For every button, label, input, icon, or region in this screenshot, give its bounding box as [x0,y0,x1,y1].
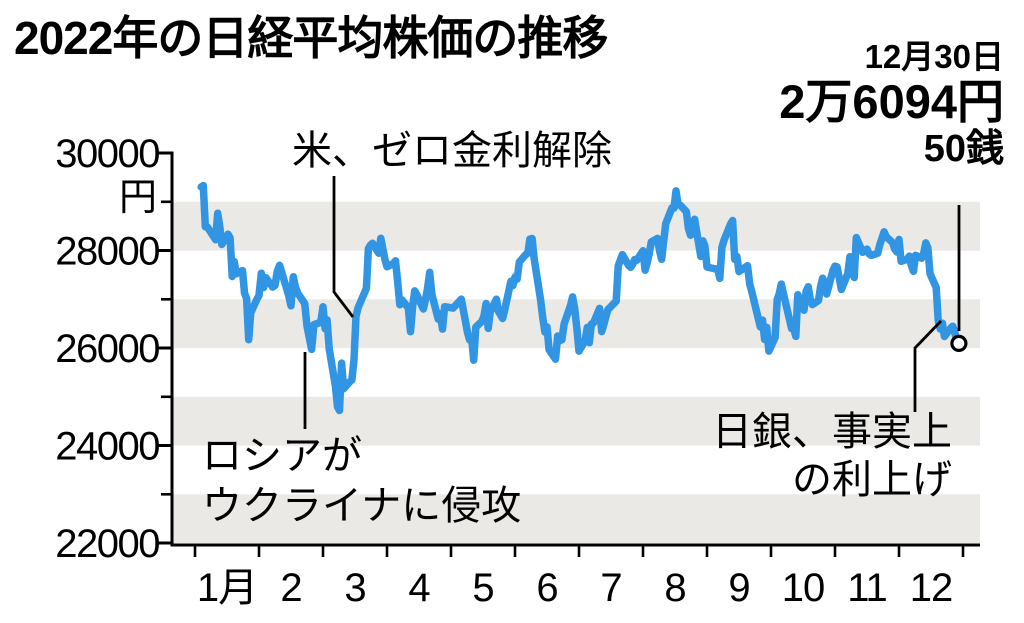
stripe-band [172,201,980,251]
stripe-band [172,396,980,446]
leader-line-boj [913,320,943,412]
x-axis-month-label: 2 [280,566,301,610]
callout-price: 2万6094円 [779,74,1004,128]
x-axis-month-label: 9 [728,566,749,610]
y-axis-label: 22000 [55,522,159,566]
price-line [197,181,963,415]
leader-line-zero_rate [332,176,355,318]
x-axis-month-label: 1月 [197,566,257,610]
callout-sen: 50銭 [923,127,1004,170]
axis-ticks [157,151,965,557]
annotation-boj-line1: 日銀、事実上 [712,410,952,454]
callout-date: 12月30日 [864,38,1004,75]
x-axis-month-label: 5 [472,566,493,610]
annotation-boj-line2: の利上げ [792,458,952,502]
end-point-marker [950,334,968,352]
x-axis-month-label: 7 [600,566,621,610]
stripe-band [172,494,980,544]
x-axis-month-label: 6 [536,566,557,610]
y-axis-label: 28000 [55,230,159,274]
annotation-russia-line2: ウクライナに侵攻 [202,483,522,528]
x-axis-month-label: 12 [910,566,953,610]
chart-title: 2022年の日経平均株価の推移 [14,12,608,64]
y-axis-unit: 円 [119,177,157,219]
y-axis-label: 30000 [55,132,159,176]
axis-labels: 30000 28000 26000 24000 22000 円 1月 2 3 4 5 6 7 8 9 10 11… [55,132,953,610]
leader-lines [303,176,961,429]
x-axis-month-label: 3 [344,566,365,610]
x-axis-month-label: 11 [847,566,887,610]
annotation-us-zero-rate-exit: 米、ゼロ金利解除 [292,129,612,173]
annotation-russia-line1: ロシアが [202,434,362,478]
x-axis-month-label: 4 [408,566,430,610]
x-axis-month-label: 10 [782,566,825,610]
latest-price-callout: 12月30日 2万6094円 50銭 [779,38,1004,171]
x-axis-month-label: 8 [664,566,685,610]
annotation-russia-invasion: ロシアが ウクライナに侵攻 [202,432,521,531]
y-axis-label: 24000 [55,425,159,469]
y-axis-label: 26000 [55,327,159,371]
annotation-boj-rate-hike: 日銀、事実上 の利上げ [712,408,952,504]
